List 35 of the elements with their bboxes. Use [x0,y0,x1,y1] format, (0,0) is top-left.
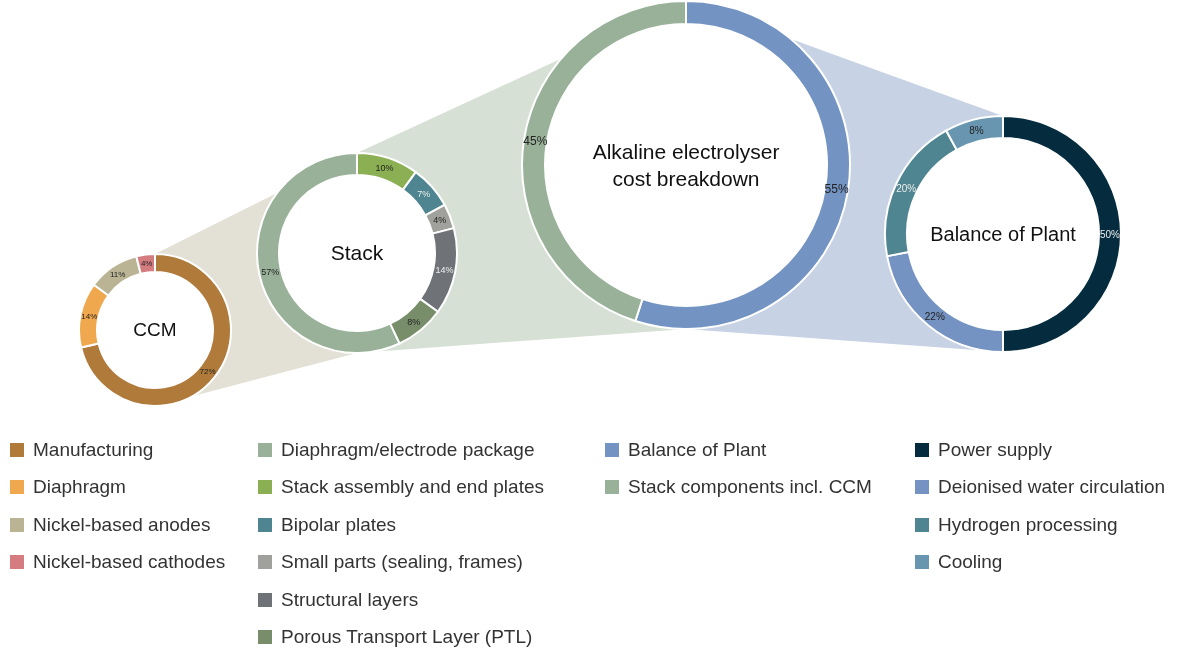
text: Stack [330,241,384,265]
data-label: 20% [896,182,917,194]
data-label: 14% [81,312,98,322]
text: Balance of Plant [930,223,1076,245]
legend-label: Nickel-based cathodes [33,551,226,574]
data-label: 4% [433,215,447,226]
legend-label: Porous Transport Layer (PTL) [281,626,533,649]
legend-label: Stack components incl. CCM [628,476,872,499]
data-label: 7% [417,189,431,200]
legend-label: Nickel-based anodes [33,513,211,536]
legend-label: Balance of Plant [628,438,767,461]
data-label: 50% [1099,228,1121,240]
legend-label: Stack assembly and end plates [281,476,544,499]
data-label: 8% [969,124,984,136]
legend-label: Hydrogen processing [938,513,1118,536]
legend-label: Diaphragm [33,476,126,499]
donut-slice [80,253,232,407]
legend-label: Deionised water circulation [938,476,1166,499]
legend-label: Diaphragm/electrode package [281,438,535,461]
data-label: 8% [407,316,421,327]
legend-label: Structural layers [281,588,419,611]
text: Alkaline electrolyser cost breakdown [591,138,781,192]
data-label: 14% [435,264,454,275]
legend-label: Cooling [938,551,1003,574]
data-label: 11% [109,269,126,279]
data-label: 57% [261,267,280,278]
legend-label: Manufacturing [33,438,154,461]
legend-label: Small parts (sealing, frames) [281,551,523,574]
text: CCM [133,318,177,340]
data-label: 4% [140,259,153,269]
data-label: 22% [924,310,945,322]
data-label: 72% [199,367,216,377]
legend-label: Power supply [938,438,1053,461]
data-label: 10% [375,163,394,174]
legend-label: Bipolar plates [281,513,397,536]
